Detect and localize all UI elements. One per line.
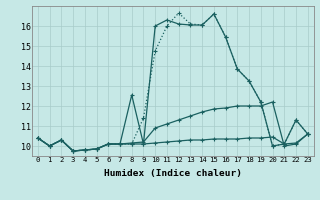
X-axis label: Humidex (Indice chaleur): Humidex (Indice chaleur) <box>104 169 242 178</box>
